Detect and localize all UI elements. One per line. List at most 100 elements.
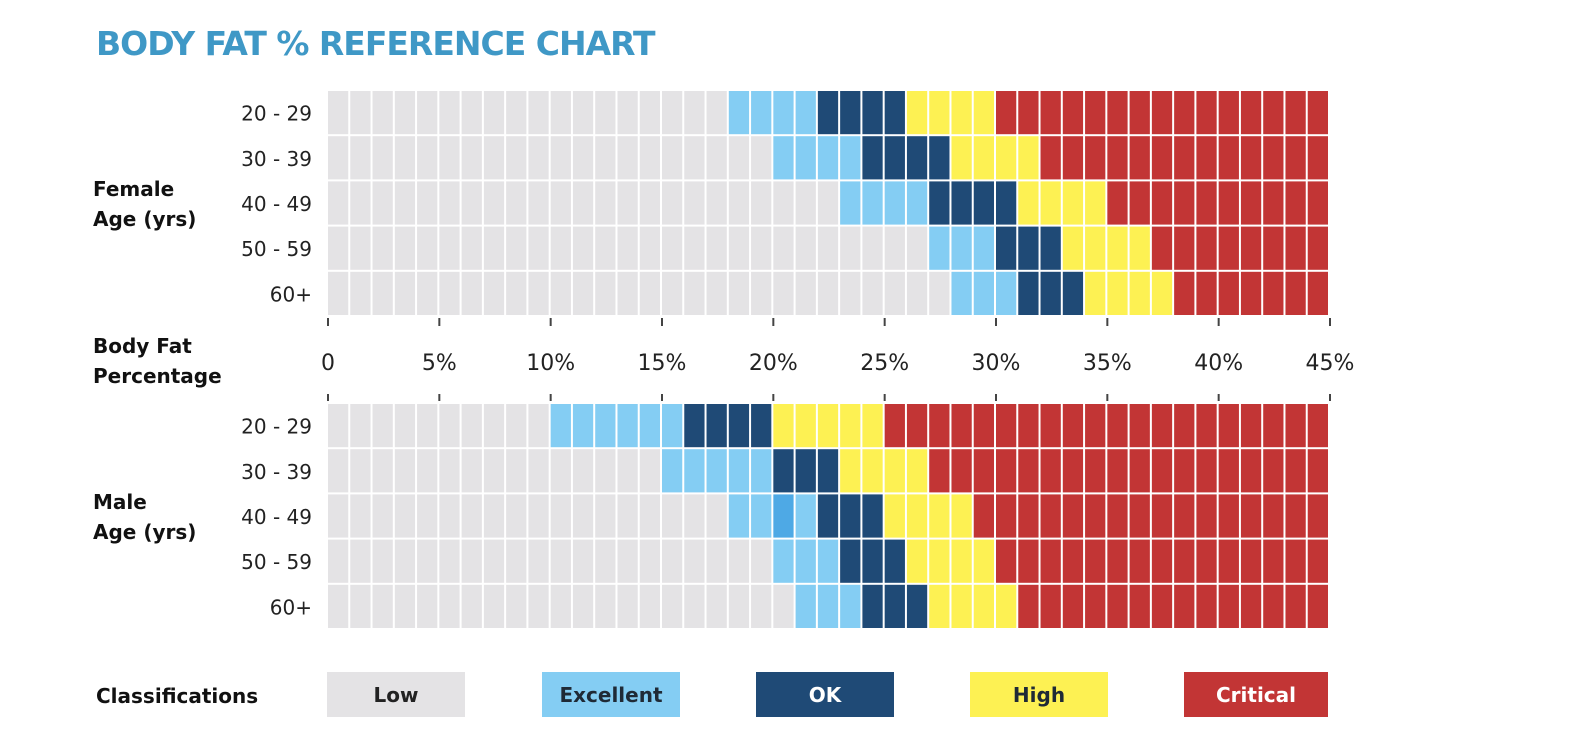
cell-high [1107, 226, 1128, 270]
cell-critical [1218, 91, 1239, 135]
cell-low [506, 494, 527, 538]
cell-low [506, 271, 527, 315]
cell-ok [884, 136, 905, 180]
cell-low [394, 91, 416, 135]
cell-low [595, 584, 616, 628]
cell-low [506, 136, 527, 180]
legend-swatch-low [327, 672, 465, 717]
cell-critical [1307, 584, 1328, 628]
cell-excellent [862, 181, 883, 225]
cell-low [751, 271, 772, 315]
cell-low [617, 91, 638, 135]
cell-excellent [817, 584, 839, 628]
cell-low [506, 539, 527, 583]
cell-low [506, 449, 527, 493]
cell-excellent [817, 539, 839, 583]
legend-swatch-high [970, 672, 1108, 717]
cell-high [996, 136, 1017, 180]
cell-high [1018, 181, 1039, 225]
cell-low [662, 226, 683, 270]
cell-low [461, 494, 482, 538]
cell-critical [996, 91, 1017, 135]
cell-critical [1307, 404, 1328, 448]
cell-critical [1307, 181, 1328, 225]
cell-low [328, 449, 349, 493]
tick-label: 10% [526, 351, 575, 376]
cell-high [929, 91, 950, 135]
legend-label-high: High [1013, 683, 1065, 707]
cell-high [1040, 181, 1061, 225]
cell-critical [1174, 181, 1195, 225]
legend-label-critical: Critical [1216, 683, 1296, 707]
cell-critical [1129, 181, 1150, 225]
cell-ok [906, 136, 928, 180]
cell-excellent [684, 449, 705, 493]
cell-low [528, 494, 549, 538]
cell-ok [840, 494, 861, 538]
row-label: 50 - 59 [241, 550, 312, 574]
cell-critical [1107, 449, 1128, 493]
cell-critical [951, 404, 972, 448]
cell-low [728, 136, 750, 180]
cell-critical [996, 404, 1017, 448]
cell-low [328, 91, 349, 135]
cell-high [906, 91, 928, 135]
cell-ok [840, 539, 861, 583]
cell-low [639, 91, 660, 135]
cell-low [706, 539, 727, 583]
cell-critical [1218, 494, 1239, 538]
cell-ok [862, 91, 883, 135]
cell-critical [1240, 271, 1262, 315]
cell-excellent [996, 271, 1017, 315]
cell-low [483, 494, 505, 538]
cell-critical [1218, 404, 1239, 448]
row-label: 60+ [270, 595, 312, 619]
cell-critical [1062, 404, 1084, 448]
cell-low [439, 494, 460, 538]
cell-low [728, 539, 750, 583]
cell-excellent [840, 136, 861, 180]
cell-low [751, 226, 772, 270]
cell-critical [1240, 494, 1262, 538]
cell-excellent [795, 91, 816, 135]
cell-low [684, 226, 705, 270]
cell-low [372, 91, 393, 135]
cell-low [684, 136, 705, 180]
cell-low [394, 449, 416, 493]
cell-low [506, 226, 527, 270]
cell-low [884, 226, 905, 270]
cell-critical [1151, 584, 1173, 628]
cell-low [350, 271, 371, 315]
cell-critical [1285, 584, 1306, 628]
cell-critical [1263, 539, 1284, 583]
cell-critical [1240, 136, 1262, 180]
cell-critical [1196, 404, 1217, 448]
cell-low [439, 271, 460, 315]
cell-critical [1085, 136, 1106, 180]
cell-critical [1218, 136, 1239, 180]
cell-low [728, 584, 750, 628]
cell-critical [1218, 226, 1239, 270]
cell-critical [1196, 271, 1217, 315]
cell-low [483, 271, 505, 315]
cell-low [550, 91, 571, 135]
cell-critical [1085, 584, 1106, 628]
cell-excellent [639, 404, 660, 448]
cell-ok [884, 584, 905, 628]
cell-low [350, 226, 371, 270]
cell-low [550, 181, 571, 225]
cell-critical [1062, 136, 1084, 180]
cell-critical [1107, 136, 1128, 180]
cell-excellent [840, 181, 861, 225]
cell-low [706, 91, 727, 135]
cell-low [483, 539, 505, 583]
cell-low [706, 584, 727, 628]
cell-critical [1285, 136, 1306, 180]
cell-excellent [906, 181, 928, 225]
cell-critical [1196, 181, 1217, 225]
x-axis-label-line1: Body Fat [93, 334, 192, 358]
cell-critical [1085, 404, 1106, 448]
cell-critical [1285, 404, 1306, 448]
cell-low [706, 136, 727, 180]
cell-critical [1263, 404, 1284, 448]
